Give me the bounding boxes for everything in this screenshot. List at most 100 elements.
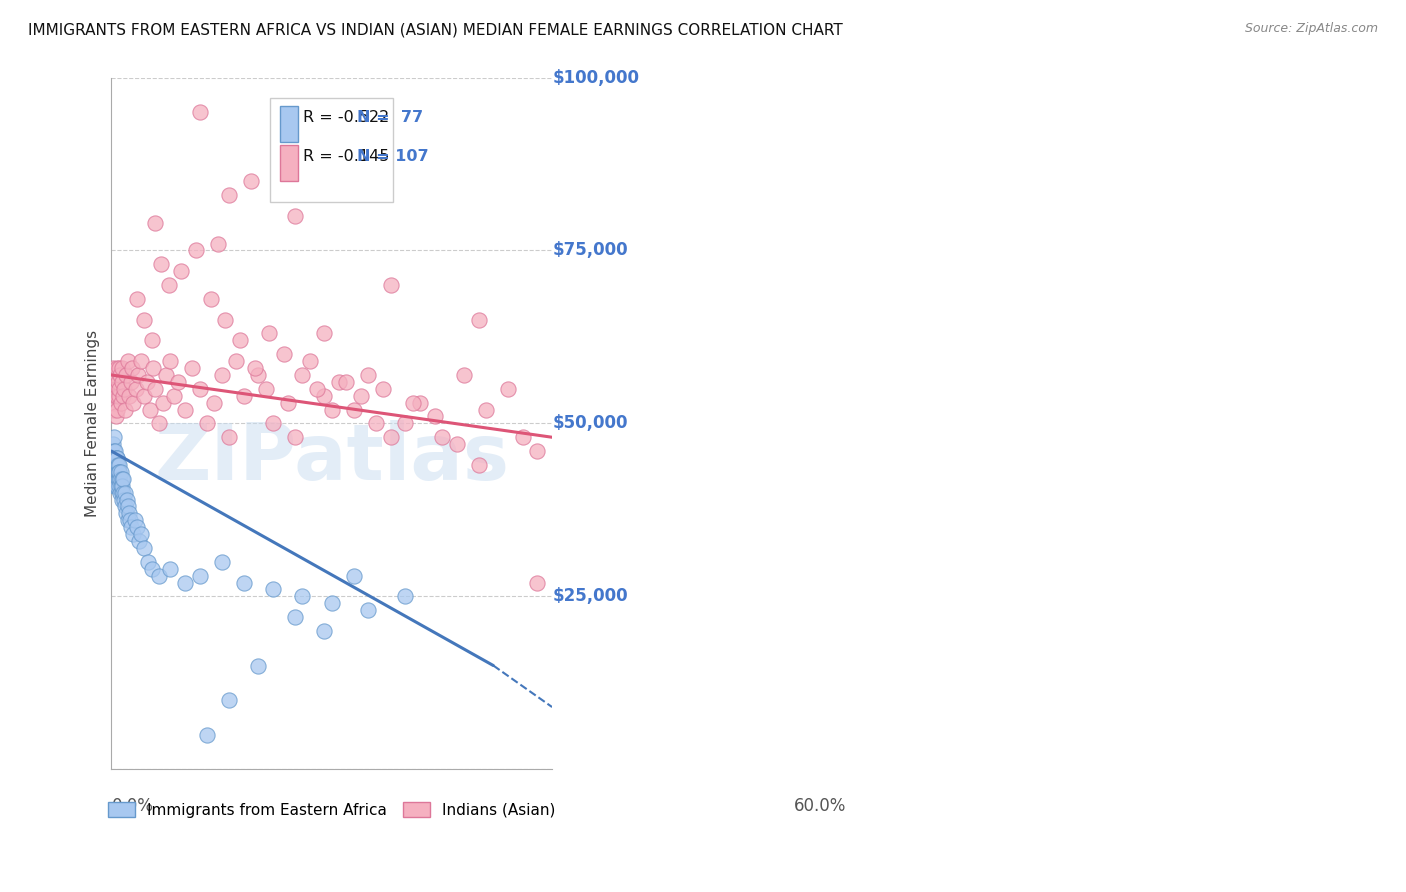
Point xyxy=(135,375,157,389)
Point xyxy=(401,395,423,409)
Point xyxy=(170,264,193,278)
Point xyxy=(335,153,357,168)
Point xyxy=(380,278,402,293)
Point xyxy=(343,402,366,417)
Point xyxy=(152,395,174,409)
Text: IMMIGRANTS FROM EASTERN AFRICA VS INDIAN (ASIAN) MEDIAN FEMALE EARNINGS CORRELAT: IMMIGRANTS FROM EASTERN AFRICA VS INDIAN… xyxy=(28,22,842,37)
Point xyxy=(350,389,373,403)
Text: N =  77: N = 77 xyxy=(357,110,423,125)
Point xyxy=(105,472,128,486)
Point xyxy=(200,292,222,306)
Point xyxy=(103,478,125,492)
Point xyxy=(141,562,163,576)
Point xyxy=(120,375,142,389)
Point xyxy=(394,590,416,604)
Text: R = -0.145: R = -0.145 xyxy=(302,149,389,163)
Point xyxy=(112,382,135,396)
Point xyxy=(188,382,211,396)
Point xyxy=(166,375,188,389)
Point xyxy=(132,389,155,403)
Point xyxy=(446,437,468,451)
Point xyxy=(188,105,211,120)
Point xyxy=(101,361,124,376)
Point xyxy=(111,478,134,492)
Point xyxy=(157,278,180,293)
Point xyxy=(364,417,387,431)
Y-axis label: Median Female Earnings: Median Female Earnings xyxy=(86,330,100,517)
FancyBboxPatch shape xyxy=(280,106,298,142)
Point xyxy=(141,361,163,376)
Point xyxy=(467,458,489,472)
Point xyxy=(229,334,252,348)
Point xyxy=(243,361,266,376)
Point xyxy=(107,389,129,403)
Point xyxy=(129,354,152,368)
Point xyxy=(298,354,321,368)
Point xyxy=(105,478,128,492)
Point xyxy=(357,603,380,617)
Point xyxy=(394,417,416,431)
Point xyxy=(115,492,138,507)
Point xyxy=(163,389,186,403)
Point xyxy=(128,534,150,549)
Point xyxy=(284,209,307,223)
Point xyxy=(120,520,142,534)
Point xyxy=(111,472,134,486)
FancyBboxPatch shape xyxy=(270,98,394,202)
Point xyxy=(136,555,159,569)
Point xyxy=(104,409,127,424)
Point xyxy=(104,444,127,458)
Point xyxy=(284,430,307,444)
Point xyxy=(115,506,138,520)
Text: ZIPatlas: ZIPatlas xyxy=(155,420,509,496)
Point xyxy=(103,430,125,444)
Point xyxy=(214,312,236,326)
Point xyxy=(277,395,299,409)
Point xyxy=(195,728,218,742)
Point xyxy=(232,389,254,403)
Point xyxy=(380,430,402,444)
Point xyxy=(105,458,128,472)
Point xyxy=(127,292,149,306)
Point xyxy=(105,465,128,479)
Point xyxy=(103,458,125,472)
Point xyxy=(114,485,136,500)
Point xyxy=(373,382,395,396)
Point xyxy=(159,562,181,576)
Point xyxy=(526,575,548,590)
Point xyxy=(110,478,132,492)
Point xyxy=(239,174,262,188)
Point xyxy=(496,382,519,396)
Point xyxy=(108,465,131,479)
Point xyxy=(114,402,136,417)
Point xyxy=(127,368,149,382)
Point xyxy=(115,368,138,382)
Point xyxy=(104,458,127,472)
Point xyxy=(103,375,125,389)
Point xyxy=(107,472,129,486)
Point xyxy=(145,216,167,230)
Point xyxy=(173,402,195,417)
Point xyxy=(101,450,124,465)
Point xyxy=(103,465,125,479)
Point xyxy=(145,382,167,396)
Text: Source: ZipAtlas.com: Source: ZipAtlas.com xyxy=(1244,22,1378,36)
Point xyxy=(273,347,295,361)
Point xyxy=(150,257,173,271)
Point xyxy=(321,596,343,610)
Point xyxy=(104,478,127,492)
Point xyxy=(103,450,125,465)
Point xyxy=(105,450,128,465)
Point xyxy=(202,395,225,409)
Point xyxy=(112,485,135,500)
Point xyxy=(105,389,128,403)
Point xyxy=(101,382,124,396)
Point xyxy=(101,465,124,479)
Point xyxy=(107,458,129,472)
Point xyxy=(122,527,145,541)
Text: 0.0%: 0.0% xyxy=(111,797,153,815)
Point xyxy=(218,693,240,707)
Point xyxy=(314,624,336,638)
Point xyxy=(134,541,156,555)
Point xyxy=(104,472,127,486)
